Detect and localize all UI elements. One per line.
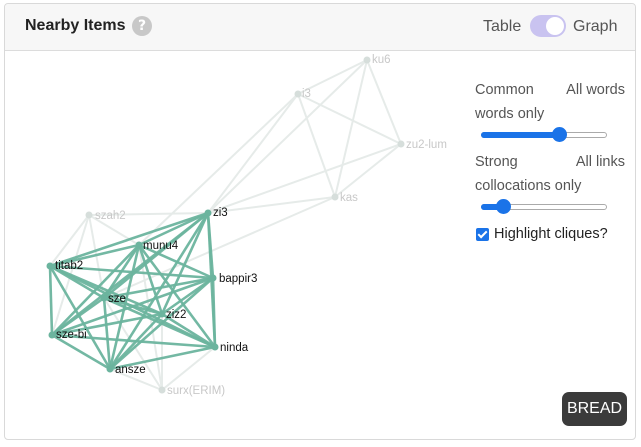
- graph-node-surx(ERIM)[interactable]: [158, 386, 166, 394]
- graph-node-zi3[interactable]: [204, 209, 212, 217]
- graph-node-label: bappir3: [219, 273, 257, 285]
- graph-edge: [48, 265, 54, 336]
- graph-node-label: ansze: [115, 364, 146, 376]
- graph-edge: [137, 244, 217, 348]
- graph-node-label: zu2-lum: [406, 139, 447, 151]
- graph-edge: [103, 276, 214, 300]
- graph-node-label: sze-bi: [56, 329, 87, 341]
- graph-edge: [49, 214, 90, 267]
- highlight-cliques-label[interactable]: Highlight cliques?: [494, 226, 608, 242]
- slider-thumb[interactable]: [496, 199, 512, 214]
- common-words-slider[interactable]: [475, 126, 625, 144]
- graph-edge: [88, 212, 209, 216]
- graph-edge: [138, 211, 209, 247]
- bread-button[interactable]: BREAD: [562, 392, 627, 426]
- graph-node-munu4[interactable]: [135, 241, 143, 249]
- graph-edge: [51, 333, 111, 371]
- graph-node-label: ziz2: [166, 309, 186, 321]
- graph-node-ansze[interactable]: [106, 365, 114, 373]
- graph-edge: [161, 346, 216, 391]
- graph-node-ku6[interactable]: [363, 56, 371, 64]
- collocation-strength-slider[interactable]: [475, 198, 625, 216]
- graph-edge: [211, 277, 217, 348]
- graph-node-zu2-lum[interactable]: [397, 140, 405, 148]
- graph-edge: [102, 297, 112, 370]
- graph-edge: [103, 196, 336, 299]
- graph-edge: [51, 333, 216, 349]
- graph-edge: [207, 196, 336, 214]
- graph-node-label: surx(ERIM): [167, 385, 225, 397]
- question-circle-icon[interactable]: ?: [132, 16, 152, 36]
- highlight-cliques-checkbox[interactable]: [476, 227, 489, 241]
- slider1-left-label: Common words only: [475, 82, 545, 122]
- view-toggle-switch[interactable]: [530, 15, 566, 37]
- graph-node-label: ku6: [372, 54, 391, 66]
- graph-node-label: kas: [340, 192, 358, 204]
- panel-title: Nearby Items: [25, 17, 126, 34]
- graph-node-titab2[interactable]: [46, 262, 54, 270]
- graph-edge: [161, 312, 216, 349]
- graph-edge: [51, 296, 105, 337]
- graph-edge: [297, 59, 368, 95]
- table-view-label[interactable]: Table: [483, 18, 522, 35]
- toggle-knob: [546, 17, 564, 35]
- graph-edge: [297, 93, 402, 145]
- graph-edge: [334, 143, 402, 198]
- graph-node-kas[interactable]: [331, 193, 339, 201]
- graph-edge: [109, 345, 216, 371]
- graph-node-label: zi3: [213, 207, 228, 219]
- graph-edge: [334, 59, 368, 198]
- graph-node-label: i3: [302, 88, 311, 100]
- graph-node-i3[interactable]: [294, 90, 302, 98]
- slider-fill: [481, 132, 560, 138]
- graph-edge: [138, 243, 214, 280]
- graph-edge: [207, 143, 402, 214]
- slider2-right-label: All links: [575, 154, 625, 170]
- graph-node-szah2[interactable]: [85, 211, 93, 219]
- highlight-cliques-row[interactable]: Highlight cliques?: [475, 226, 625, 242]
- graph-edge: [366, 59, 402, 145]
- graph-edge: [207, 59, 368, 214]
- panel-header: Nearby Items ? Table Graph: [5, 4, 635, 51]
- graph-node-sze[interactable]: [100, 294, 108, 302]
- slider1-labels: Common words only All words: [475, 78, 625, 124]
- graph-node-label: sze: [108, 293, 126, 305]
- graph-edge: [51, 244, 140, 336]
- slider-thumb[interactable]: [551, 127, 567, 142]
- graph-edge: [49, 243, 140, 268]
- slider1-right-label: All words: [566, 82, 625, 98]
- graph-view-label[interactable]: Graph: [573, 18, 618, 35]
- graph-edge: [138, 93, 299, 246]
- graph-edge: [160, 212, 210, 315]
- graph-controls: Common words only All words Strong collo…: [475, 78, 625, 242]
- graph-edge: [207, 93, 299, 214]
- slider-fill: [481, 204, 504, 210]
- slider2-labels: Strong collocations only All links: [475, 150, 625, 196]
- graph-edge: [48, 265, 112, 370]
- slider2-left-label: Strong collocations only: [475, 154, 582, 194]
- graph-edge: [49, 264, 214, 280]
- graph-edge: [103, 296, 163, 316]
- graph-edge: [103, 296, 216, 349]
- graph-node-label: szah2: [95, 210, 126, 222]
- graph-edge: [51, 312, 163, 337]
- graph-node-sze-bi[interactable]: [48, 331, 56, 339]
- graph-node-ninda[interactable]: [211, 343, 219, 351]
- graph-node-label: munu4: [143, 240, 179, 252]
- graph-edge: [109, 368, 163, 391]
- graph-node-label: titab2: [55, 260, 83, 272]
- graph-edge: [137, 244, 164, 315]
- graph-node-label: ninda: [220, 342, 249, 354]
- graph-node-bappir3[interactable]: [209, 274, 217, 282]
- graph-edge: [108, 212, 210, 370]
- graph-node-ziz2[interactable]: [158, 310, 166, 318]
- graph-edge: [297, 93, 336, 198]
- graph-edge: [49, 211, 209, 268]
